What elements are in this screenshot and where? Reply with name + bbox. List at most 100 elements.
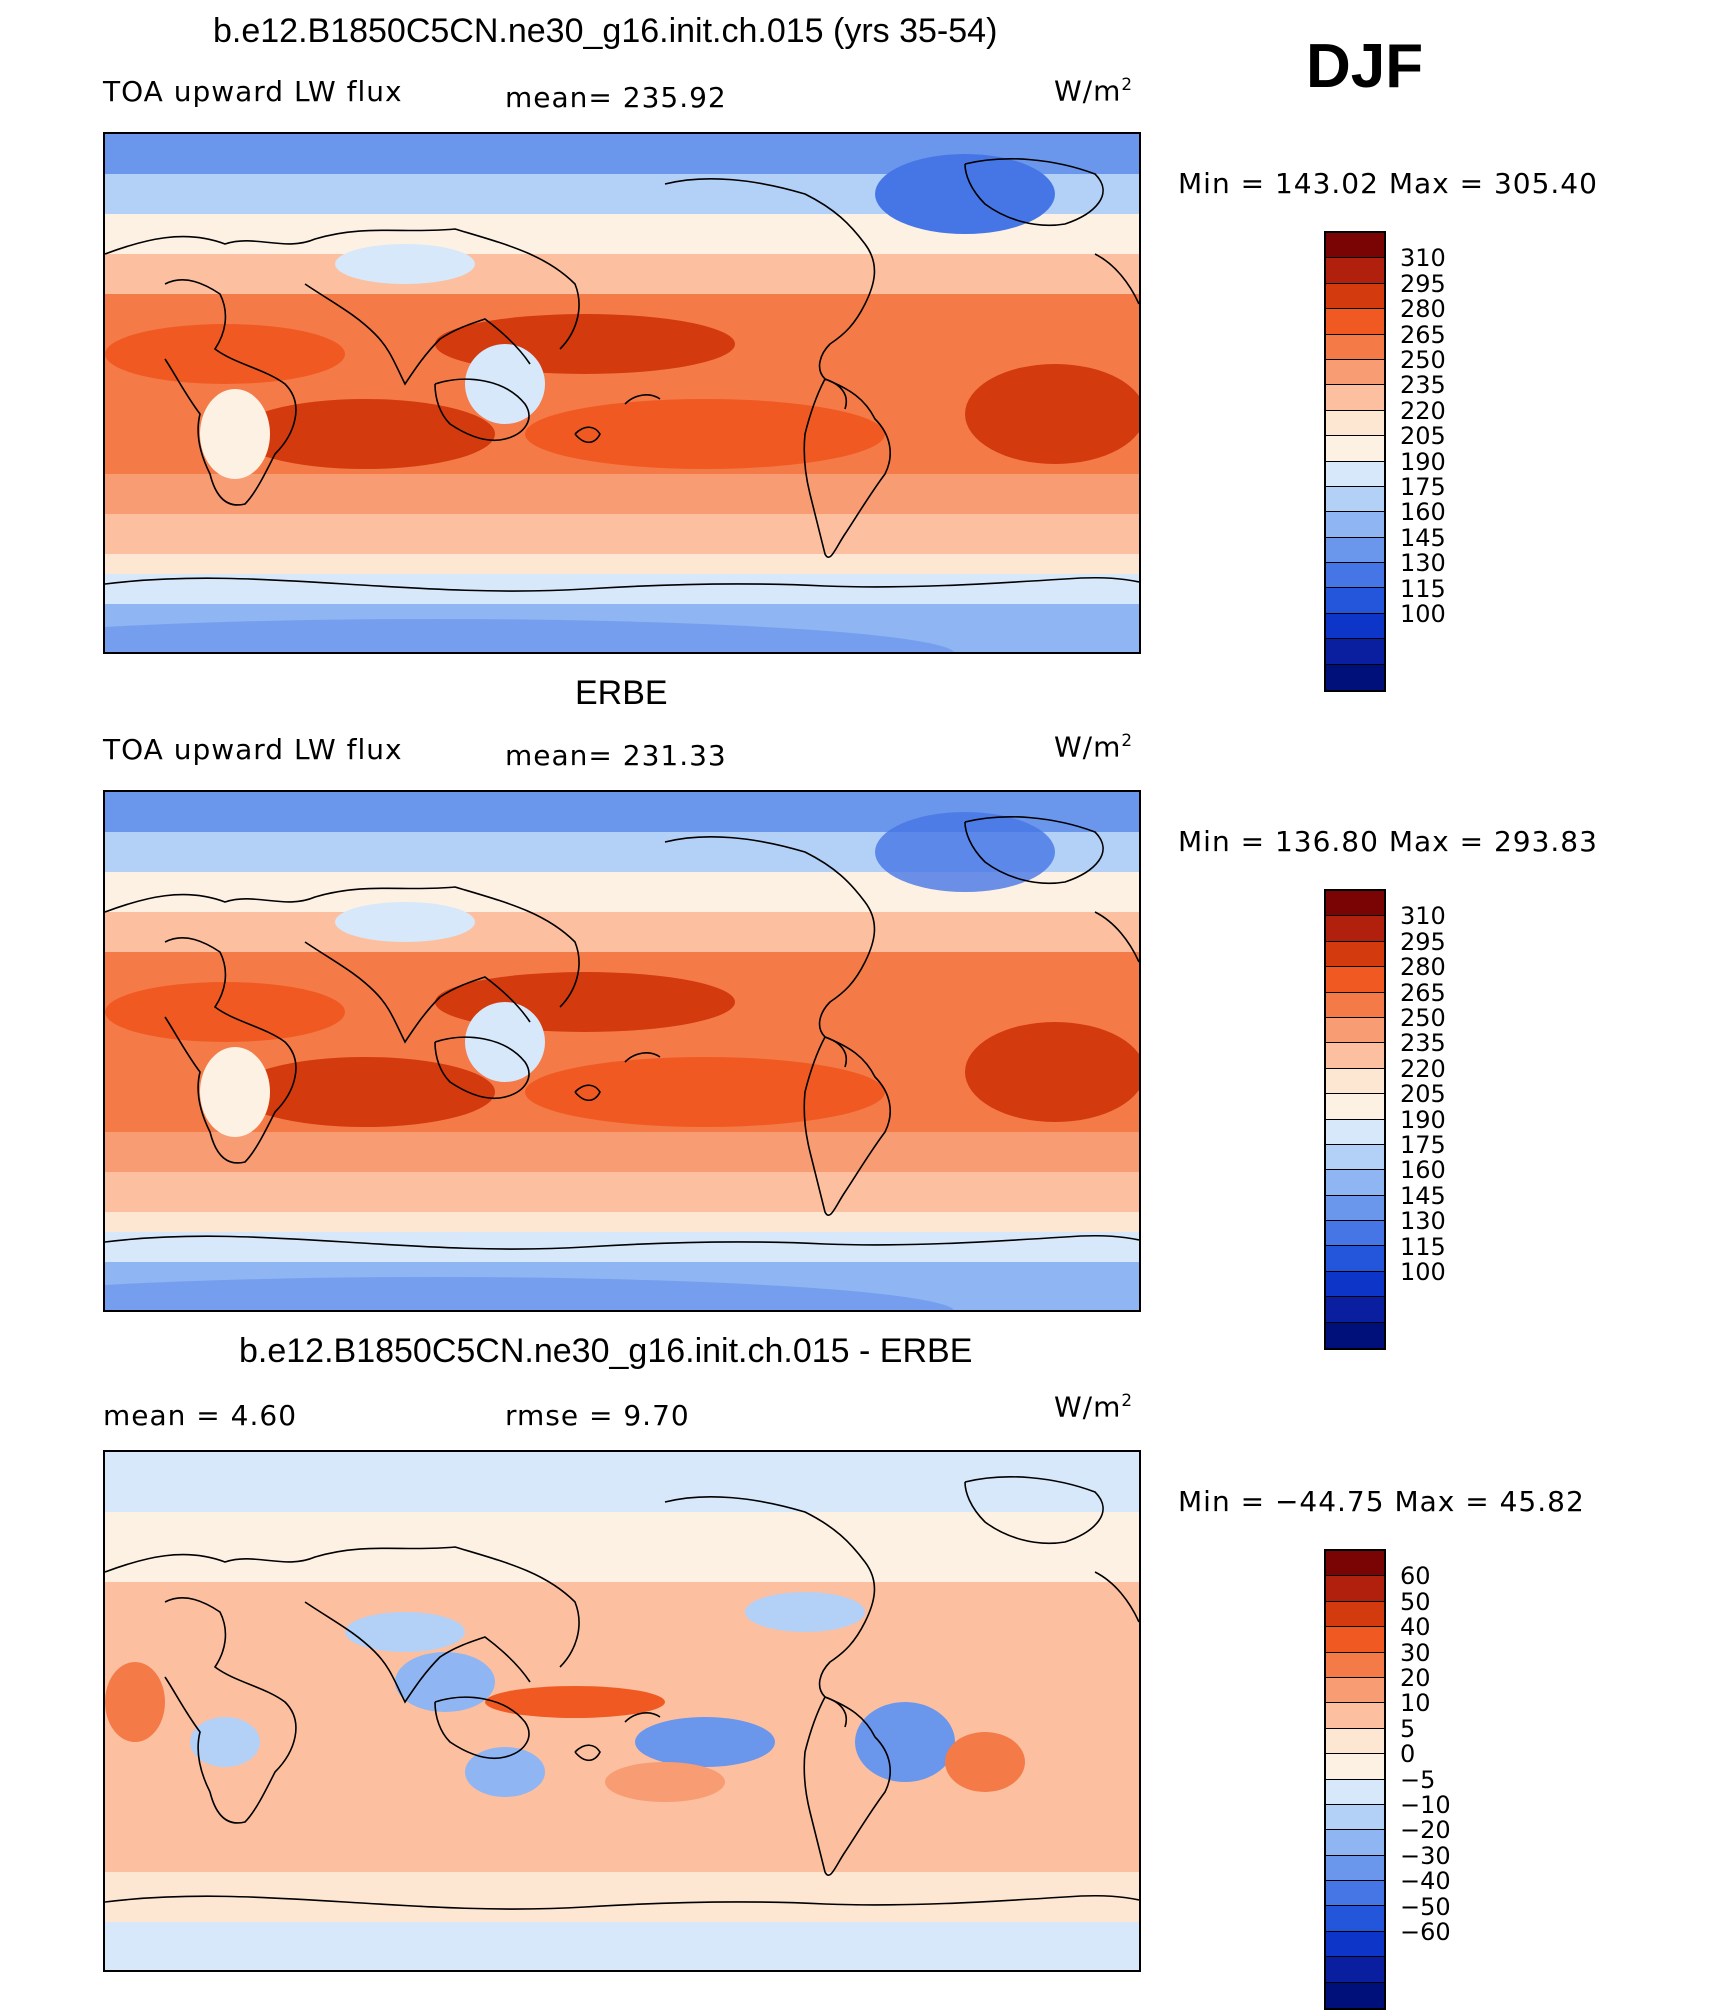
colorbar-tick-label: 20 xyxy=(1400,1664,1431,1692)
colorbar-swatch xyxy=(1326,1601,1384,1628)
colorbar-tick-label: 250 xyxy=(1400,346,1446,374)
colorbar-swatch xyxy=(1326,1703,1384,1729)
min-max-label: Min = −44.75 Max = 45.82 xyxy=(1178,1485,1585,1518)
colorbar-swatch xyxy=(1326,461,1384,487)
colorbar-tick-label: 220 xyxy=(1400,1054,1446,1083)
variable-label: TOA upward LW flux xyxy=(103,75,403,108)
colorbar-swatch xyxy=(1326,1094,1384,1120)
colorbar-tick-label: 100 xyxy=(1400,1258,1446,1286)
colorbar-tick-label: 145 xyxy=(1400,523,1446,552)
units-label: W/m2 xyxy=(1054,74,1134,108)
difference-map xyxy=(105,1452,1139,1970)
colorbar-tick-label: −60 xyxy=(1400,1918,1451,1946)
colorbar-swatch xyxy=(1326,1170,1384,1196)
colorbar-swatch xyxy=(1326,1652,1384,1678)
colorbar-swatch xyxy=(1326,1068,1384,1095)
colorbar-swatch xyxy=(1326,1804,1384,1831)
colorbar-tick-label: 160 xyxy=(1400,1156,1446,1185)
colorbar-tick-label: −40 xyxy=(1400,1867,1451,1896)
colorbar-swatch xyxy=(1326,916,1384,942)
colorbar-tick-label: 5 xyxy=(1400,1714,1416,1743)
colorbar-tick-label: 130 xyxy=(1400,1207,1446,1236)
mean-label: mean= 231.33 xyxy=(505,739,727,772)
colorbar-swatch xyxy=(1326,1271,1384,1298)
toa-flux-map xyxy=(105,792,1139,1310)
colorbar-swatch xyxy=(1326,1043,1384,1069)
colorbar-tick-label: −10 xyxy=(1400,1791,1451,1819)
colorbar-tick-label: 30 xyxy=(1400,1638,1431,1667)
colorbar-swatch xyxy=(1326,967,1384,993)
mean-label: mean = 4.60 xyxy=(103,1399,298,1432)
colorbar xyxy=(1324,1549,1386,2010)
colorbar-swatch xyxy=(1326,1017,1384,1044)
colorbar-swatch xyxy=(1326,613,1384,640)
colorbar-tick-label: 310 xyxy=(1400,902,1446,931)
colorbar-swatch xyxy=(1326,436,1384,462)
colorbar-swatch xyxy=(1326,334,1384,360)
colorbar-swatch xyxy=(1326,639,1384,665)
colorbar-swatch xyxy=(1326,1627,1384,1653)
colorbar-swatch xyxy=(1326,1957,1384,1983)
colorbar-tick-label: 190 xyxy=(1400,1105,1446,1134)
colorbar-swatch xyxy=(1326,664,1384,691)
colorbar-swatch xyxy=(1326,258,1384,284)
colorbar-tick-label: 50 xyxy=(1400,1587,1431,1616)
panel-title: b.e12.B1850C5CN.ne30_g16.init.ch.015 - E… xyxy=(239,1332,973,1370)
colorbar-swatch xyxy=(1326,1754,1384,1780)
colorbar-swatch xyxy=(1326,309,1384,335)
colorbar-swatch xyxy=(1326,283,1384,310)
colorbar-tick-label: 130 xyxy=(1400,549,1446,578)
colorbar-tick-label: 175 xyxy=(1400,1131,1446,1159)
colorbar-tick-label: 115 xyxy=(1400,1232,1446,1261)
colorbar-tick-label: 310 xyxy=(1400,244,1446,273)
colorbar-swatch xyxy=(1326,1246,1384,1272)
min-max-label: Min = 136.80 Max = 293.83 xyxy=(1178,825,1598,858)
colorbar-tick-label: 235 xyxy=(1400,371,1446,400)
colorbar-tick-label: 250 xyxy=(1400,1004,1446,1032)
colorbar-swatch xyxy=(1326,385,1384,411)
colorbar-tick-label: 235 xyxy=(1400,1029,1446,1058)
colorbar-swatch xyxy=(1326,1830,1384,1856)
colorbar-tick-label: 295 xyxy=(1400,269,1446,298)
colorbar-swatch xyxy=(1326,1144,1384,1171)
colorbar-tick-label: 175 xyxy=(1400,473,1446,501)
colorbar-swatch xyxy=(1326,563,1384,589)
colorbar-swatch xyxy=(1326,537,1384,564)
colorbar-swatch xyxy=(1326,1322,1384,1349)
colorbar-swatch xyxy=(1326,1221,1384,1247)
colorbar-swatch xyxy=(1326,1551,1384,1577)
colorbar-swatch xyxy=(1326,1881,1384,1907)
colorbar-tick-label: 10 xyxy=(1400,1689,1431,1718)
toa-flux-map xyxy=(105,134,1139,652)
colorbar-tick-label: 265 xyxy=(1400,978,1446,1007)
colorbar-tick-label: −30 xyxy=(1400,1841,1451,1870)
colorbar-tick-label: 280 xyxy=(1400,953,1446,982)
colorbar-tick-label: −20 xyxy=(1400,1816,1451,1845)
colorbar-swatch xyxy=(1326,1779,1384,1805)
panel-title: b.e12.B1850C5CN.ne30_g16.init.ch.015 (yr… xyxy=(213,12,998,50)
colorbar-tick-label: 40 xyxy=(1400,1613,1431,1642)
units-label: W/m2 xyxy=(1054,730,1134,764)
colorbar-swatch xyxy=(1326,233,1384,259)
colorbar xyxy=(1324,889,1386,1351)
colorbar-tick-label: 205 xyxy=(1400,1080,1446,1109)
colorbar-swatch xyxy=(1326,1982,1384,2009)
colorbar-swatch xyxy=(1326,1119,1384,1145)
colorbar-tick-label: 160 xyxy=(1400,498,1446,527)
map-plot xyxy=(103,132,1141,654)
colorbar-swatch xyxy=(1326,1195,1384,1222)
map-plot xyxy=(103,790,1141,1312)
colorbar-tick-label: −5 xyxy=(1400,1765,1436,1794)
colorbar-tick-label: 280 xyxy=(1400,295,1446,324)
colorbar-tick-label: 115 xyxy=(1400,574,1446,603)
colorbar-swatch xyxy=(1326,941,1384,968)
colorbar-tick-label: 190 xyxy=(1400,447,1446,476)
colorbar-tick-label: 145 xyxy=(1400,1181,1446,1210)
colorbar-swatch xyxy=(1326,512,1384,538)
colorbar-swatch xyxy=(1326,1297,1384,1323)
colorbar xyxy=(1324,231,1386,693)
variable-label: TOA upward LW flux xyxy=(103,733,403,766)
min-max-label: Min = 143.02 Max = 305.40 xyxy=(1178,167,1598,200)
colorbar-tick-label: 0 xyxy=(1400,1740,1416,1769)
rmse-label: rmse = 9.70 xyxy=(505,1399,690,1432)
